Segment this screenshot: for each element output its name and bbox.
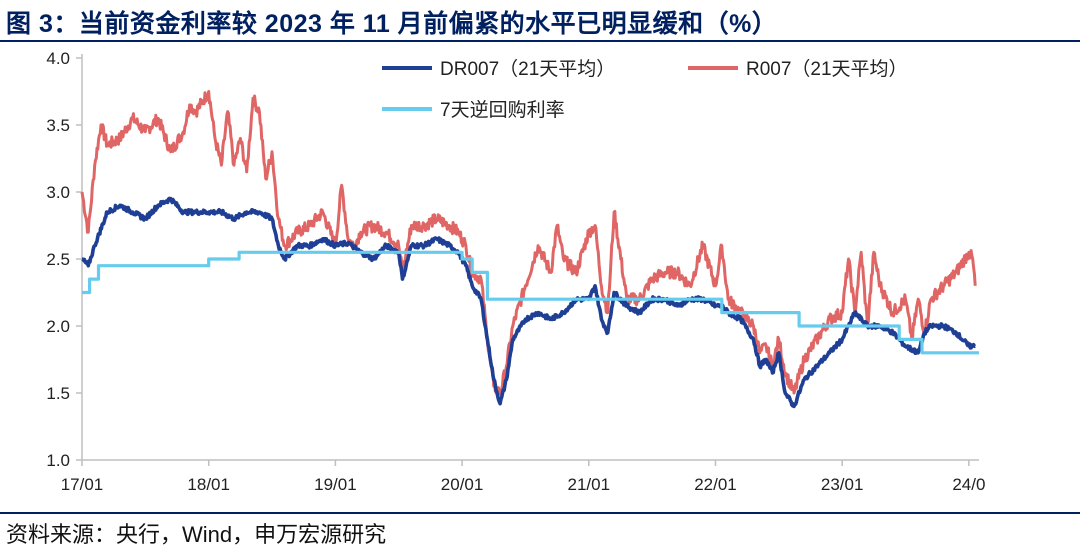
legend-r007: R007（21天平均） <box>688 58 908 80</box>
x-axis: 17/01 18/01 19/01 20/01 21/01 22/01 23/01 24/0 <box>61 459 985 494</box>
x-tick-label: 22/01 <box>694 475 737 494</box>
footer-rule <box>0 512 1080 514</box>
reverse-repo-series-line <box>82 250 979 355</box>
x-tick-label: 17/01 <box>61 475 104 494</box>
legend: DR007（21天平均） R007（21天平均） 7天逆回购利率 <box>382 58 908 121</box>
r007-series-line <box>80 90 977 396</box>
x-tick-label: 20/01 <box>441 475 484 494</box>
title-rule <box>0 40 1080 42</box>
y-tick-label: 4.0 <box>46 49 70 68</box>
legend-label: R007（21天平均） <box>746 58 908 80</box>
y-axis: 1.0 1.5 2.0 2.5 3.0 3.5 4.0 <box>46 49 83 470</box>
series-layer <box>80 90 979 409</box>
x-tick-label: 24/0 <box>952 475 985 494</box>
y-tick-label: 2.5 <box>46 250 70 269</box>
x-tick-label: 18/01 <box>187 475 230 494</box>
legend-label: DR007（21天平均） <box>440 58 615 80</box>
y-tick-label: 2.0 <box>46 317 70 336</box>
y-tick-label: 1.5 <box>46 384 70 403</box>
x-tick-label: 23/01 <box>821 475 864 494</box>
dr007-series-line <box>81 196 977 409</box>
source-note: 资料来源：央行，Wind，申万宏源研究 <box>6 522 387 547</box>
y-tick-label: 1.0 <box>46 451 70 470</box>
legend-label: 7天逆回购利率 <box>440 99 565 121</box>
legend-reverse-repo: 7天逆回购利率 <box>382 99 565 121</box>
x-tick-label: 19/01 <box>314 475 357 494</box>
legend-dr007: DR007（21天平均） <box>382 58 615 80</box>
y-tick-label: 3.5 <box>46 116 70 135</box>
x-tick-label: 21/01 <box>568 475 611 494</box>
y-tick-label: 3.0 <box>46 183 70 202</box>
chart-title: 图 3：当前资金利率较 2023 年 11 月前偏紧的水平已明显缓和（%） <box>6 10 778 38</box>
line-chart: 1.0 1.5 2.0 2.5 3.0 3.5 4.0 17/01 18/01 19/01 20/… <box>46 49 985 494</box>
